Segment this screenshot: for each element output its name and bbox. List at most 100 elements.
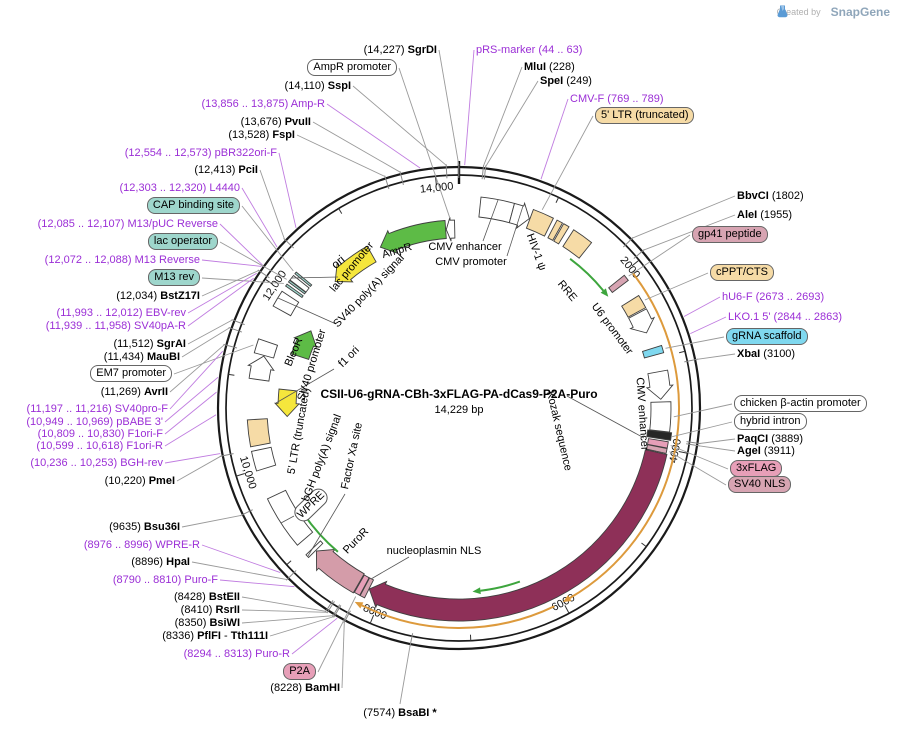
callout-cmv-f[interactable]: CMV-F (769 .. 789)	[570, 92, 664, 106]
callout-puro-r[interactable]: (8294 .. 8313) Puro-R	[184, 647, 290, 661]
callout-line	[398, 67, 451, 219]
callout-cppt-cts[interactable]: cPPT/CTS	[710, 264, 774, 281]
callout-paqci[interactable]: PaqCI (3889)	[737, 432, 803, 446]
callout-hpai[interactable]: (8896) HpaI	[131, 555, 190, 569]
callout-sgrdi[interactable]: (14,227) SgrDI	[364, 43, 437, 57]
callout-5-ltr-truncated[interactable]: 5' LTR (truncated)	[595, 107, 695, 124]
feature-lac-promoter[interactable]	[289, 274, 310, 293]
callout-pmei[interactable]: (10,220) PmeI	[105, 474, 175, 488]
feature-em7-promoter[interactable]	[253, 338, 279, 359]
callout-pbr322ori-f[interactable]: (12,554 .. 12,573) pBR322ori-F	[125, 146, 277, 160]
feature-factor-xa-site[interactable]	[305, 540, 324, 559]
callout-cap-binding-site[interactable]: CAP binding site	[146, 197, 240, 214]
feature-ori[interactable]	[334, 245, 377, 283]
feature-ampr[interactable]	[379, 220, 447, 254]
callout-alei[interactable]: AleI (1955)	[737, 208, 792, 222]
callout-p2a[interactable]: P2A	[283, 663, 316, 680]
feature-sv40-promoter[interactable]	[247, 355, 275, 382]
orf-arrowhead	[354, 601, 364, 609]
feature-cppt-cts[interactable]	[621, 294, 647, 318]
feature-label-cmv-promoter[interactable]: CMV promoter	[435, 256, 507, 268]
callout-mlui[interactable]: MluI (228)	[524, 60, 575, 74]
feature-u6-promoter[interactable]	[628, 308, 656, 334]
callout-bbvci[interactable]: BbvCI (1802)	[737, 189, 804, 203]
callout-hybrid-intron[interactable]: hybrid intron	[734, 413, 807, 430]
callout-bsu36i[interactable]: (9635) Bsu36I	[109, 520, 180, 534]
callout-sspi[interactable]: (14,110) SspI	[285, 79, 351, 93]
callout-grna-scaffold[interactable]: gRNA scaffold	[726, 328, 808, 345]
callout-spei[interactable]: SpeI (249)	[540, 74, 592, 88]
callout-sv40pro-f[interactable]: (11,197 .. 11,216) SV40pro-F	[27, 402, 168, 416]
callout-pbabe-3[interactable]: (10,949 .. 10,969) pBABE 3'	[26, 415, 163, 429]
callout-bsabi[interactable]: (7574) BsaBI *	[363, 706, 436, 720]
feature-sv40-polya-signal[interactable]	[272, 290, 300, 317]
callout-prs-marker[interactable]: pRS-marker (44 .. 63)	[476, 43, 582, 57]
feature-cap-binding-site[interactable]	[294, 271, 313, 288]
callout-f1ori-r[interactable]: (10,599 .. 10,618) F1ori-R	[36, 439, 163, 453]
callout-hu6-f[interactable]: hU6-F (2673 .. 2693)	[722, 290, 824, 304]
callout-pvuii[interactable]: (13,676) PvuII	[241, 115, 311, 129]
feature-puror[interactable]	[315, 548, 365, 594]
callout-m13-rev[interactable]: M13 rev	[148, 269, 200, 286]
feature-5-ltr-truncated-left[interactable]	[246, 418, 271, 448]
feature-5-ltr-truncated-top[interactable]	[525, 208, 555, 237]
callout-agei[interactable]: AgeI (3911)	[737, 444, 795, 458]
callout-bamhi[interactable]: (8228) BamHI	[270, 681, 340, 695]
callout-3xflag[interactable]: 3xFLAG	[730, 460, 783, 477]
feature-label-cmv-enhancer[interactable]: CMV enhancer	[428, 241, 502, 253]
feature-bleor[interactable]	[290, 330, 318, 360]
callout-name: EBV-rev	[145, 307, 186, 319]
feature-p2a[interactable]	[353, 574, 370, 596]
callout-m13-puc-reverse[interactable]: (12,085 .. 12,107) M13/pUC Reverse	[38, 217, 218, 231]
callout-pcii[interactable]: (12,413) PciI	[194, 163, 258, 177]
callout-xbai[interactable]: XbaI (3100)	[737, 347, 795, 361]
callout-em7-promoter[interactable]: EM7 promoter	[90, 365, 172, 382]
callout-m13-reverse[interactable]: (12,072 .. 12,088) M13 Reverse	[45, 253, 200, 267]
feature-label-cmv-enhancer[interactable]: CMV enhancer	[633, 377, 650, 451]
feature-gp41-peptide[interactable]	[608, 274, 629, 294]
callout-bsiwi[interactable]: (8350) BsiWI	[175, 616, 240, 630]
callout-sv40-nls[interactable]: SV40 NLS	[728, 476, 792, 493]
enzyme-site-tick	[333, 605, 342, 618]
callout-pflfi[interactable]: (8336) PflFI - Tth111I	[162, 629, 268, 643]
feature-cmv-promoter[interactable]	[508, 201, 530, 230]
feature-nucleoplasmin-nls[interactable]	[359, 577, 375, 599]
callout-f1ori-f[interactable]: (10,809 .. 10,830) F1ori-F	[38, 427, 163, 441]
feature-hiv1-psi-a[interactable]	[547, 219, 564, 242]
callout-avrii[interactable]: (11,269) AvrII	[101, 385, 168, 399]
feature-ampr-promoter[interactable]	[445, 217, 456, 242]
feature-hybrid-intron[interactable]	[646, 429, 673, 441]
callout-wpre-r[interactable]: (8976 .. 8996) WPRE-R	[84, 538, 200, 552]
feature-label-nucleoplasmin-nls[interactable]: nucleoplasmin NLS	[387, 545, 482, 557]
callout-fspi[interactable]: (13,528) FspI	[228, 128, 295, 142]
callout-lac-operator[interactable]: lac operator	[147, 233, 218, 250]
feature-m13-rev-site[interactable]	[284, 283, 304, 299]
callout-sgrai[interactable]: (11,512) SgrAI	[113, 337, 186, 351]
feature-hiv1-psi-b[interactable]	[553, 223, 570, 245]
callout-l4440[interactable]: (12,303 .. 12,320) L4440	[120, 181, 241, 195]
callout-gp41-peptide[interactable]: gp41 peptide	[692, 226, 768, 243]
callout-ampr-promoter[interactable]: AmpR promoter	[307, 59, 397, 76]
callout-detail: (8410)	[180, 604, 216, 616]
scale-tick	[369, 614, 375, 624]
callout-lko-1-5[interactable]: LKO.1 5' (2844 .. 2863)	[728, 310, 842, 324]
callout-ebv-rev[interactable]: (11,993 .. 12,012) EBV-rev	[57, 306, 186, 320]
feature-cas9[interactable]	[368, 449, 668, 622]
feature-f1-ori[interactable]	[274, 388, 301, 418]
callout-bsteii[interactable]: (8428) BstEII	[174, 590, 240, 604]
callout-rsrii[interactable]: (8410) RsrII	[181, 603, 240, 617]
feature-grna-scaffold[interactable]	[641, 344, 665, 359]
callout-puro-f[interactable]: (8790 .. 8810) Puro-F	[113, 573, 218, 587]
callout-sv40pa-r[interactable]: (11,939 .. 11,958) SV40pA-R	[46, 319, 186, 333]
feature-sv40-nls[interactable]	[645, 444, 668, 454]
callout-amp-r[interactable]: (13,856 .. 13,875) Amp-R	[201, 97, 325, 111]
callout-maubi[interactable]: (11,434) MauBI	[104, 350, 180, 364]
callout-name: XbaI	[737, 348, 761, 360]
feature-rre[interactable]	[562, 229, 593, 259]
callout-chicken-actin-promoter[interactable]: chicken β-actin promoter	[734, 395, 867, 412]
callout-bstz17i[interactable]: (12,034) BstZ17I	[116, 289, 200, 303]
feature-cmv-enhancer-2[interactable]	[645, 369, 674, 400]
callout-name: BbvCI	[737, 190, 769, 202]
callout-bgh-rev[interactable]: (10,236 .. 10,253) BGH-rev	[30, 456, 163, 470]
feature-bgh-polya-signal[interactable]	[250, 446, 277, 472]
